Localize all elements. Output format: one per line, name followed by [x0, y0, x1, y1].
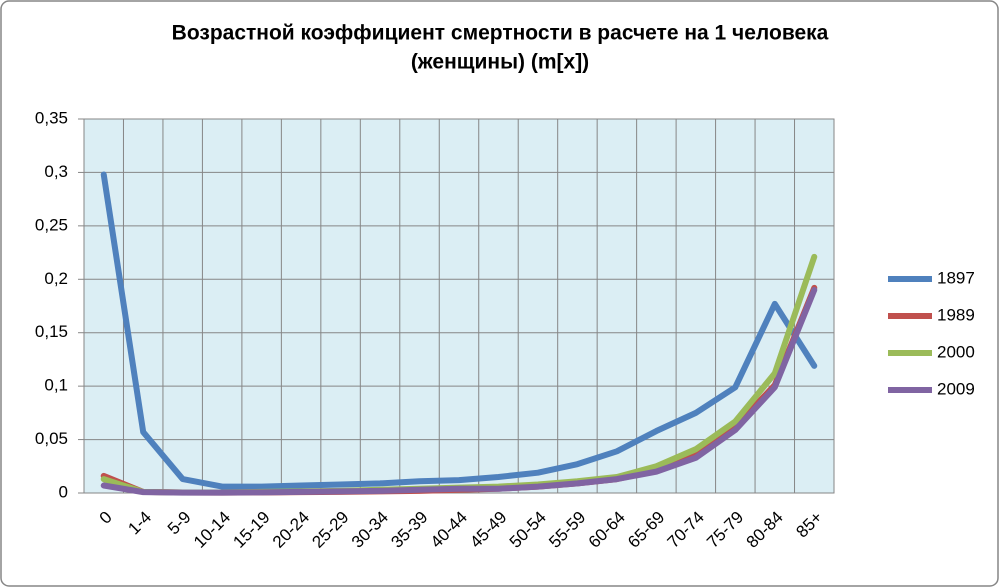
series-line	[100, 171, 818, 490]
y-tick-label: 0,1	[44, 376, 68, 395]
y-tick-label: 0,3	[44, 162, 68, 181]
series-line	[100, 286, 818, 496]
legend-label: 2000	[937, 342, 975, 361]
legend-label: 2009	[937, 379, 975, 398]
y-tick-label: 0,15	[35, 322, 68, 341]
y-tick-label: 0,2	[44, 269, 68, 288]
chart-title: (женщины) (m[x])	[411, 51, 589, 74]
y-tick-label: 0,25	[35, 215, 68, 234]
plot-area	[83, 118, 835, 494]
y-tick-label: 0,35	[35, 108, 68, 127]
chart-title: Возрастной коэффициент смертности в расч…	[172, 22, 829, 45]
y-tick-label: 0,05	[35, 429, 68, 448]
y-tick-label: 0	[59, 482, 68, 501]
legend-label: 1897	[937, 268, 975, 287]
legend-label: 1989	[937, 305, 975, 324]
